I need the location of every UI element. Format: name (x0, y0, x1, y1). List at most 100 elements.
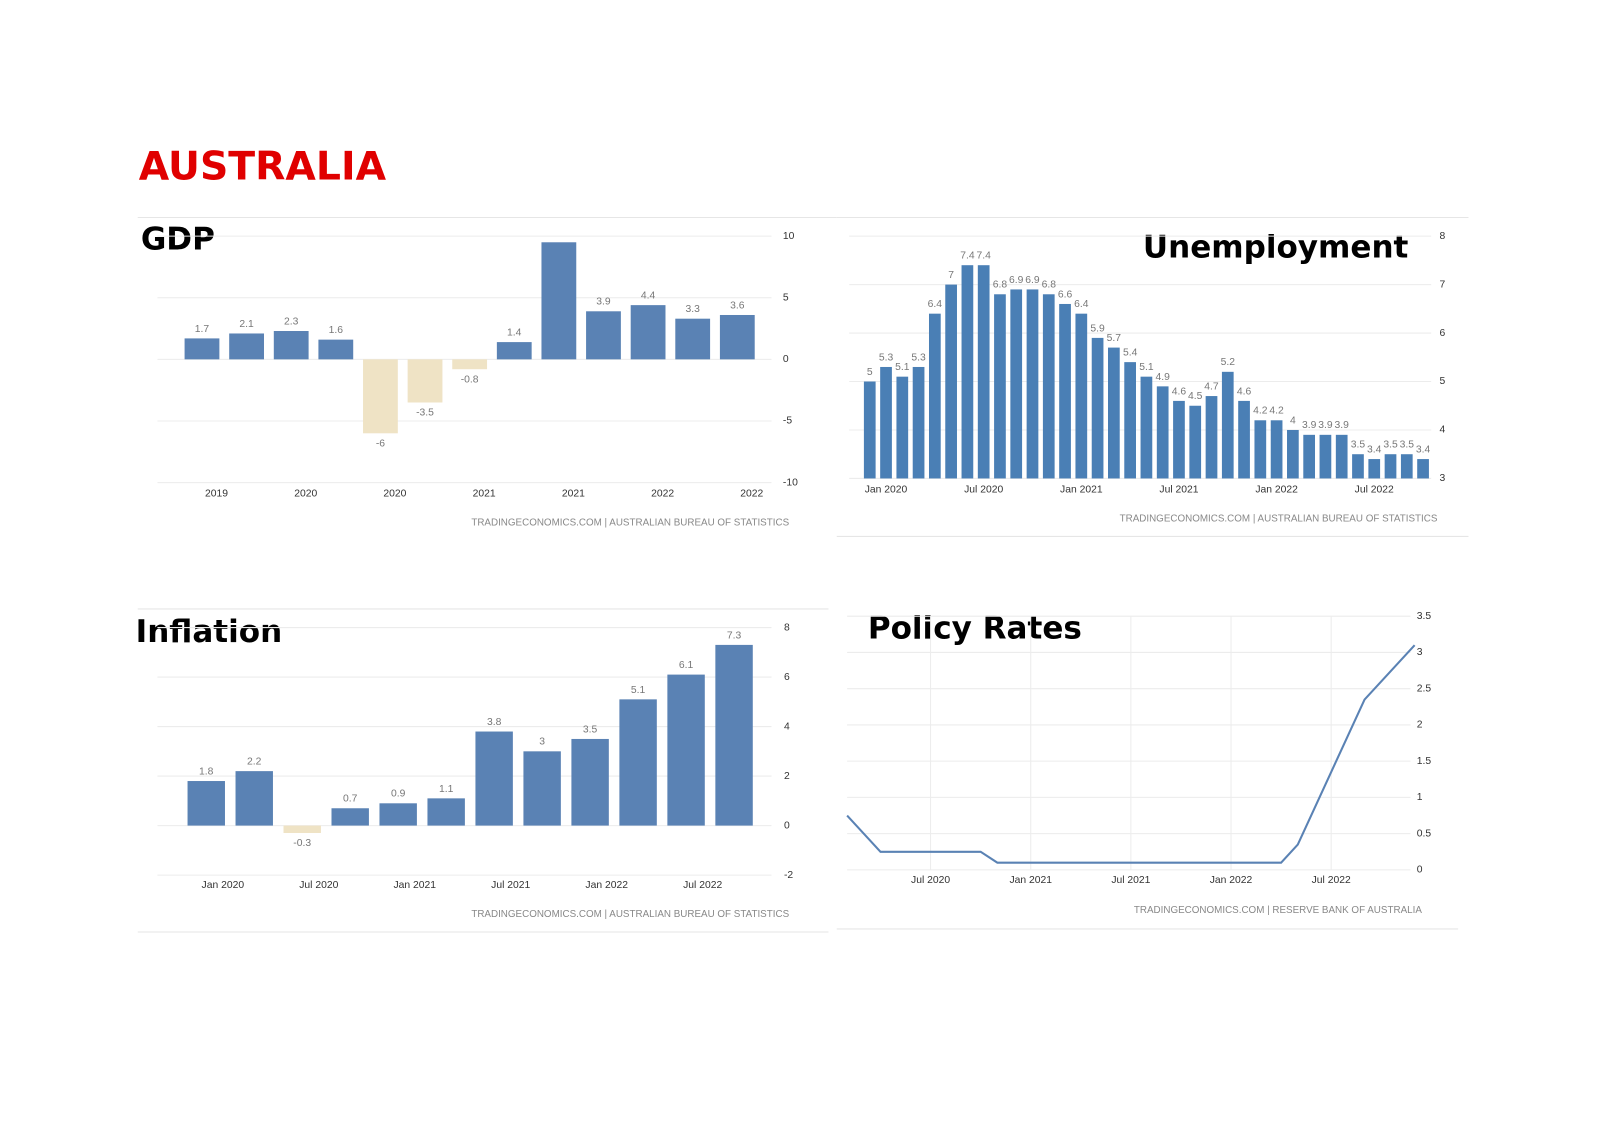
x-tick-label: Jan 2021 (393, 880, 436, 891)
value-label: 0.7 (343, 794, 358, 805)
value-label: 6.9 (1025, 275, 1040, 286)
bar (1335, 434, 1348, 479)
bar (994, 294, 1006, 479)
y-tick-label: -5 (783, 416, 792, 427)
bar (1173, 400, 1185, 479)
x-tick-label: Jan 2022 (1210, 875, 1253, 886)
y-tick-label: 2 (784, 771, 790, 782)
bar (912, 366, 925, 479)
bar (719, 314, 755, 360)
bar (235, 771, 273, 826)
bar (496, 342, 532, 360)
y-tick-label: 8 (784, 622, 790, 633)
x-tick-label: 2021 (562, 489, 585, 500)
x-tick-label: Jul 2020 (964, 485, 1003, 496)
value-label: 1.4 (507, 328, 522, 339)
source-note: TRADINGECONOMICS.COM | AUSTRALIAN BUREAU… (1120, 513, 1438, 524)
bar (1270, 420, 1283, 479)
value-label: 3.5 (1351, 440, 1366, 451)
value-label: 1.7 (195, 324, 210, 335)
bar (1189, 405, 1202, 479)
x-tick-label: 2020 (383, 489, 406, 500)
y-tick-label: 10 (783, 231, 795, 242)
y-tick-label: 0 (783, 354, 789, 365)
value-label: 2.3 (284, 316, 299, 327)
bar (896, 376, 909, 479)
value-label: 3.9 (596, 297, 611, 308)
value-label: 5.3 (911, 352, 926, 363)
value-label: 4.4 (641, 291, 656, 302)
bar (475, 731, 513, 826)
bar (630, 305, 666, 360)
source-note: TRADINGECONOMICS.COM | AUSTRALIAN BUREAU… (471, 909, 789, 920)
x-tick-label: Jul 2022 (1312, 875, 1351, 886)
value-label: 3.5 (1400, 440, 1415, 451)
x-tick-label: Jul 2022 (683, 880, 722, 891)
y-tick-label: 6 (1439, 328, 1445, 339)
y-tick-label: 1.5 (1417, 756, 1432, 767)
y-tick-label: 2.5 (1417, 683, 1432, 694)
value-label: 5.2 (1221, 357, 1236, 368)
bar (541, 242, 577, 360)
x-tick-label: Jul 2020 (299, 880, 338, 891)
bar (586, 311, 621, 360)
value-label: 6.4 (1074, 299, 1089, 310)
bar (363, 359, 398, 434)
bar (1108, 347, 1120, 479)
value-label: 5.1 (895, 362, 910, 373)
bar (880, 366, 892, 479)
bar (961, 265, 974, 479)
value-label: 1.6 (329, 325, 344, 336)
bar (331, 808, 369, 826)
value-label: -3.5 (416, 408, 434, 419)
bar (1238, 400, 1250, 479)
value-label: 2.1 (239, 319, 254, 330)
y-tick-label: 7 (1439, 279, 1445, 290)
bar (1140, 376, 1153, 479)
value-label: 5.1 (631, 685, 646, 696)
source-note: TRADINGECONOMICS.COM | RESERVE BANK OF A… (1134, 905, 1422, 916)
bar (1352, 454, 1364, 479)
chart-title: GDP (141, 221, 215, 257)
value-label: 3.9 (1318, 420, 1333, 431)
bar (1254, 420, 1267, 479)
value-label: 1.8 (199, 766, 214, 777)
value-label: 3.3 (686, 304, 701, 315)
y-tick-label: 5 (783, 292, 789, 303)
bar (187, 781, 225, 826)
x-tick-label: Jan 2022 (585, 880, 628, 891)
y-tick-label: 0 (784, 820, 790, 831)
value-label: 5.9 (1090, 323, 1105, 334)
bar (1042, 294, 1055, 479)
value-label: 5 (867, 367, 873, 378)
x-tick-label: Jan 2021 (1060, 485, 1103, 496)
bar (1417, 459, 1429, 479)
x-tick-label: 2021 (473, 489, 496, 500)
value-label: -0.3 (293, 838, 311, 849)
bar (1319, 434, 1332, 479)
value-label: 6.8 (1042, 280, 1057, 291)
y-tick-label: 2 (1417, 720, 1423, 731)
value-label: 4.2 (1253, 406, 1268, 417)
bar (1400, 454, 1413, 479)
bar (675, 318, 711, 360)
x-tick-label: Jul 2022 (1355, 485, 1394, 496)
bar (1026, 289, 1039, 479)
bar (1059, 303, 1071, 479)
value-label: 3.6 (730, 300, 745, 311)
value-label: 5.1 (1139, 362, 1154, 373)
value-label: 6.8 (993, 280, 1008, 291)
content: AUSTRALIA GDP TRADINGECONOMICS.COM | AUST… (136, 143, 1469, 933)
page-title: AUSTRALIA (139, 143, 387, 189)
value-label: 3.5 (583, 724, 598, 735)
y-tick-label: 1 (1417, 792, 1423, 803)
bar (1221, 371, 1234, 479)
bar (273, 331, 309, 360)
value-label: 3.5 (1383, 440, 1398, 451)
x-tick-label: Jan 2020 (202, 880, 245, 891)
value-label: 3.9 (1302, 420, 1317, 431)
x-tick-label: 2020 (294, 489, 317, 500)
value-label: 6.6 (1058, 289, 1073, 300)
bar (667, 674, 705, 826)
bar (318, 339, 354, 360)
